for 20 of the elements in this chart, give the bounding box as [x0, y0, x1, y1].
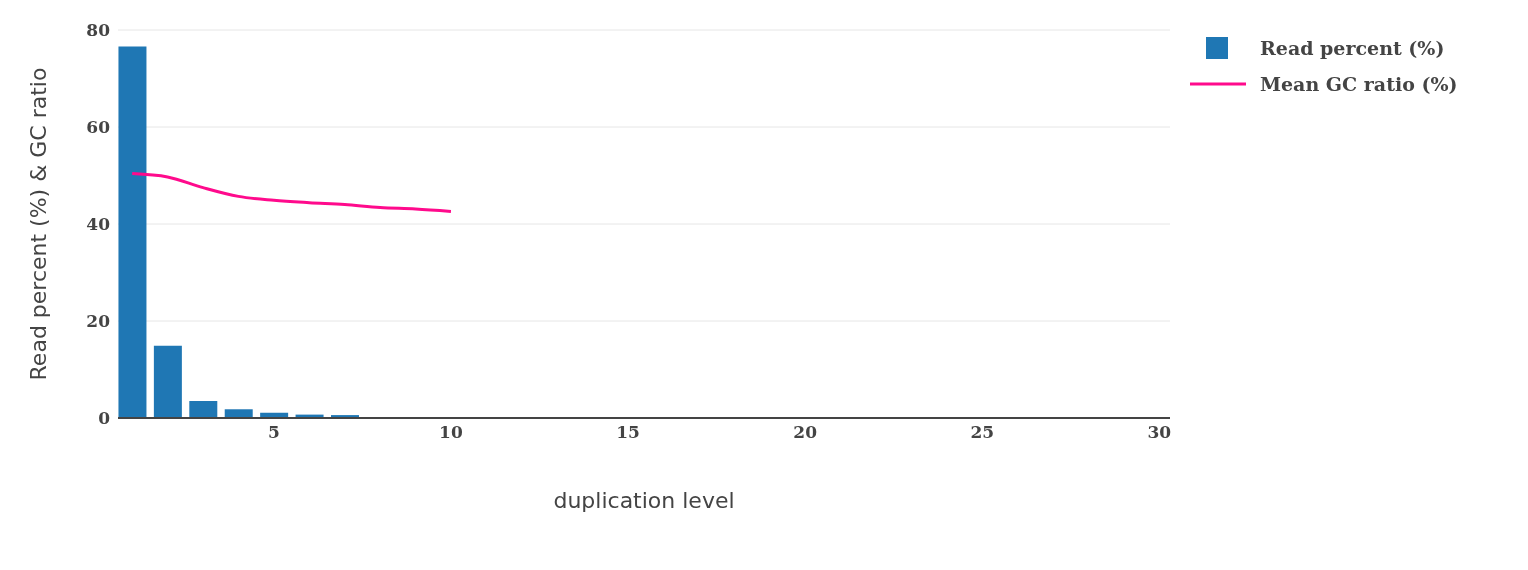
- y-tick-label: 40: [86, 214, 111, 235]
- bar: [118, 46, 147, 418]
- bar: [189, 401, 218, 418]
- y-tick-label: 60: [86, 117, 111, 138]
- line-series: [130, 172, 453, 213]
- x-tick-label: 25: [970, 422, 995, 443]
- y-tick-label: 80: [86, 20, 111, 41]
- bar: [153, 345, 182, 418]
- y-tick-label: 0: [98, 408, 111, 429]
- x-tick-label: 10: [439, 422, 463, 443]
- x-tick-label: 5: [267, 422, 280, 443]
- bar: [224, 409, 253, 418]
- x-axis-title: duplication level: [553, 488, 735, 513]
- y-axis-title: Read percent (%) & GC ratio: [25, 67, 51, 381]
- x-tick-label: 30: [1147, 422, 1172, 443]
- legend-label: Mean GC ratio (%): [1260, 72, 1458, 97]
- legend-label: Read percent (%): [1260, 36, 1445, 61]
- x-tick-label: 15: [616, 422, 640, 443]
- x-tick-label: 20: [793, 422, 818, 443]
- y-tick-label: 20: [86, 311, 111, 332]
